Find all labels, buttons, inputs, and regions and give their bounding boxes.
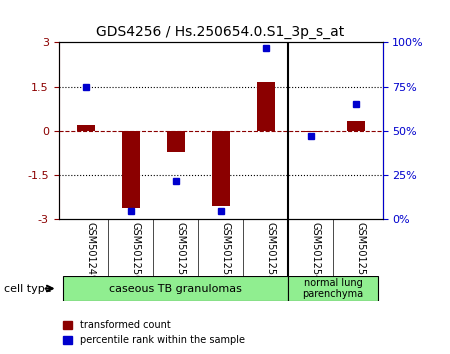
Legend: transformed count, percentile rank within the sample: transformed count, percentile rank withi… (59, 316, 249, 349)
Bar (212, 131, 230, 206)
FancyBboxPatch shape (288, 276, 378, 301)
Bar (256, 82, 274, 131)
Text: GSM501254: GSM501254 (310, 222, 320, 281)
Text: GSM501252: GSM501252 (220, 222, 230, 282)
Bar (302, 131, 319, 132)
Text: GSM501249: GSM501249 (86, 222, 95, 281)
Text: GSM501251: GSM501251 (176, 222, 185, 281)
Text: GSM501253: GSM501253 (266, 222, 275, 281)
Title: GDS4256 / Hs.250654.0.S1_3p_s_at: GDS4256 / Hs.250654.0.S1_3p_s_at (96, 25, 345, 39)
Text: GSM501250: GSM501250 (130, 222, 140, 281)
Bar (346, 121, 364, 131)
Bar (122, 131, 140, 208)
Text: normal lung
parenchyma: normal lung parenchyma (302, 278, 364, 299)
Text: cell type: cell type (4, 284, 52, 293)
FancyBboxPatch shape (63, 276, 288, 301)
Bar (166, 131, 184, 152)
Text: GSM501255: GSM501255 (356, 222, 365, 282)
Bar (76, 125, 94, 131)
Text: caseous TB granulomas: caseous TB granulomas (109, 284, 242, 293)
